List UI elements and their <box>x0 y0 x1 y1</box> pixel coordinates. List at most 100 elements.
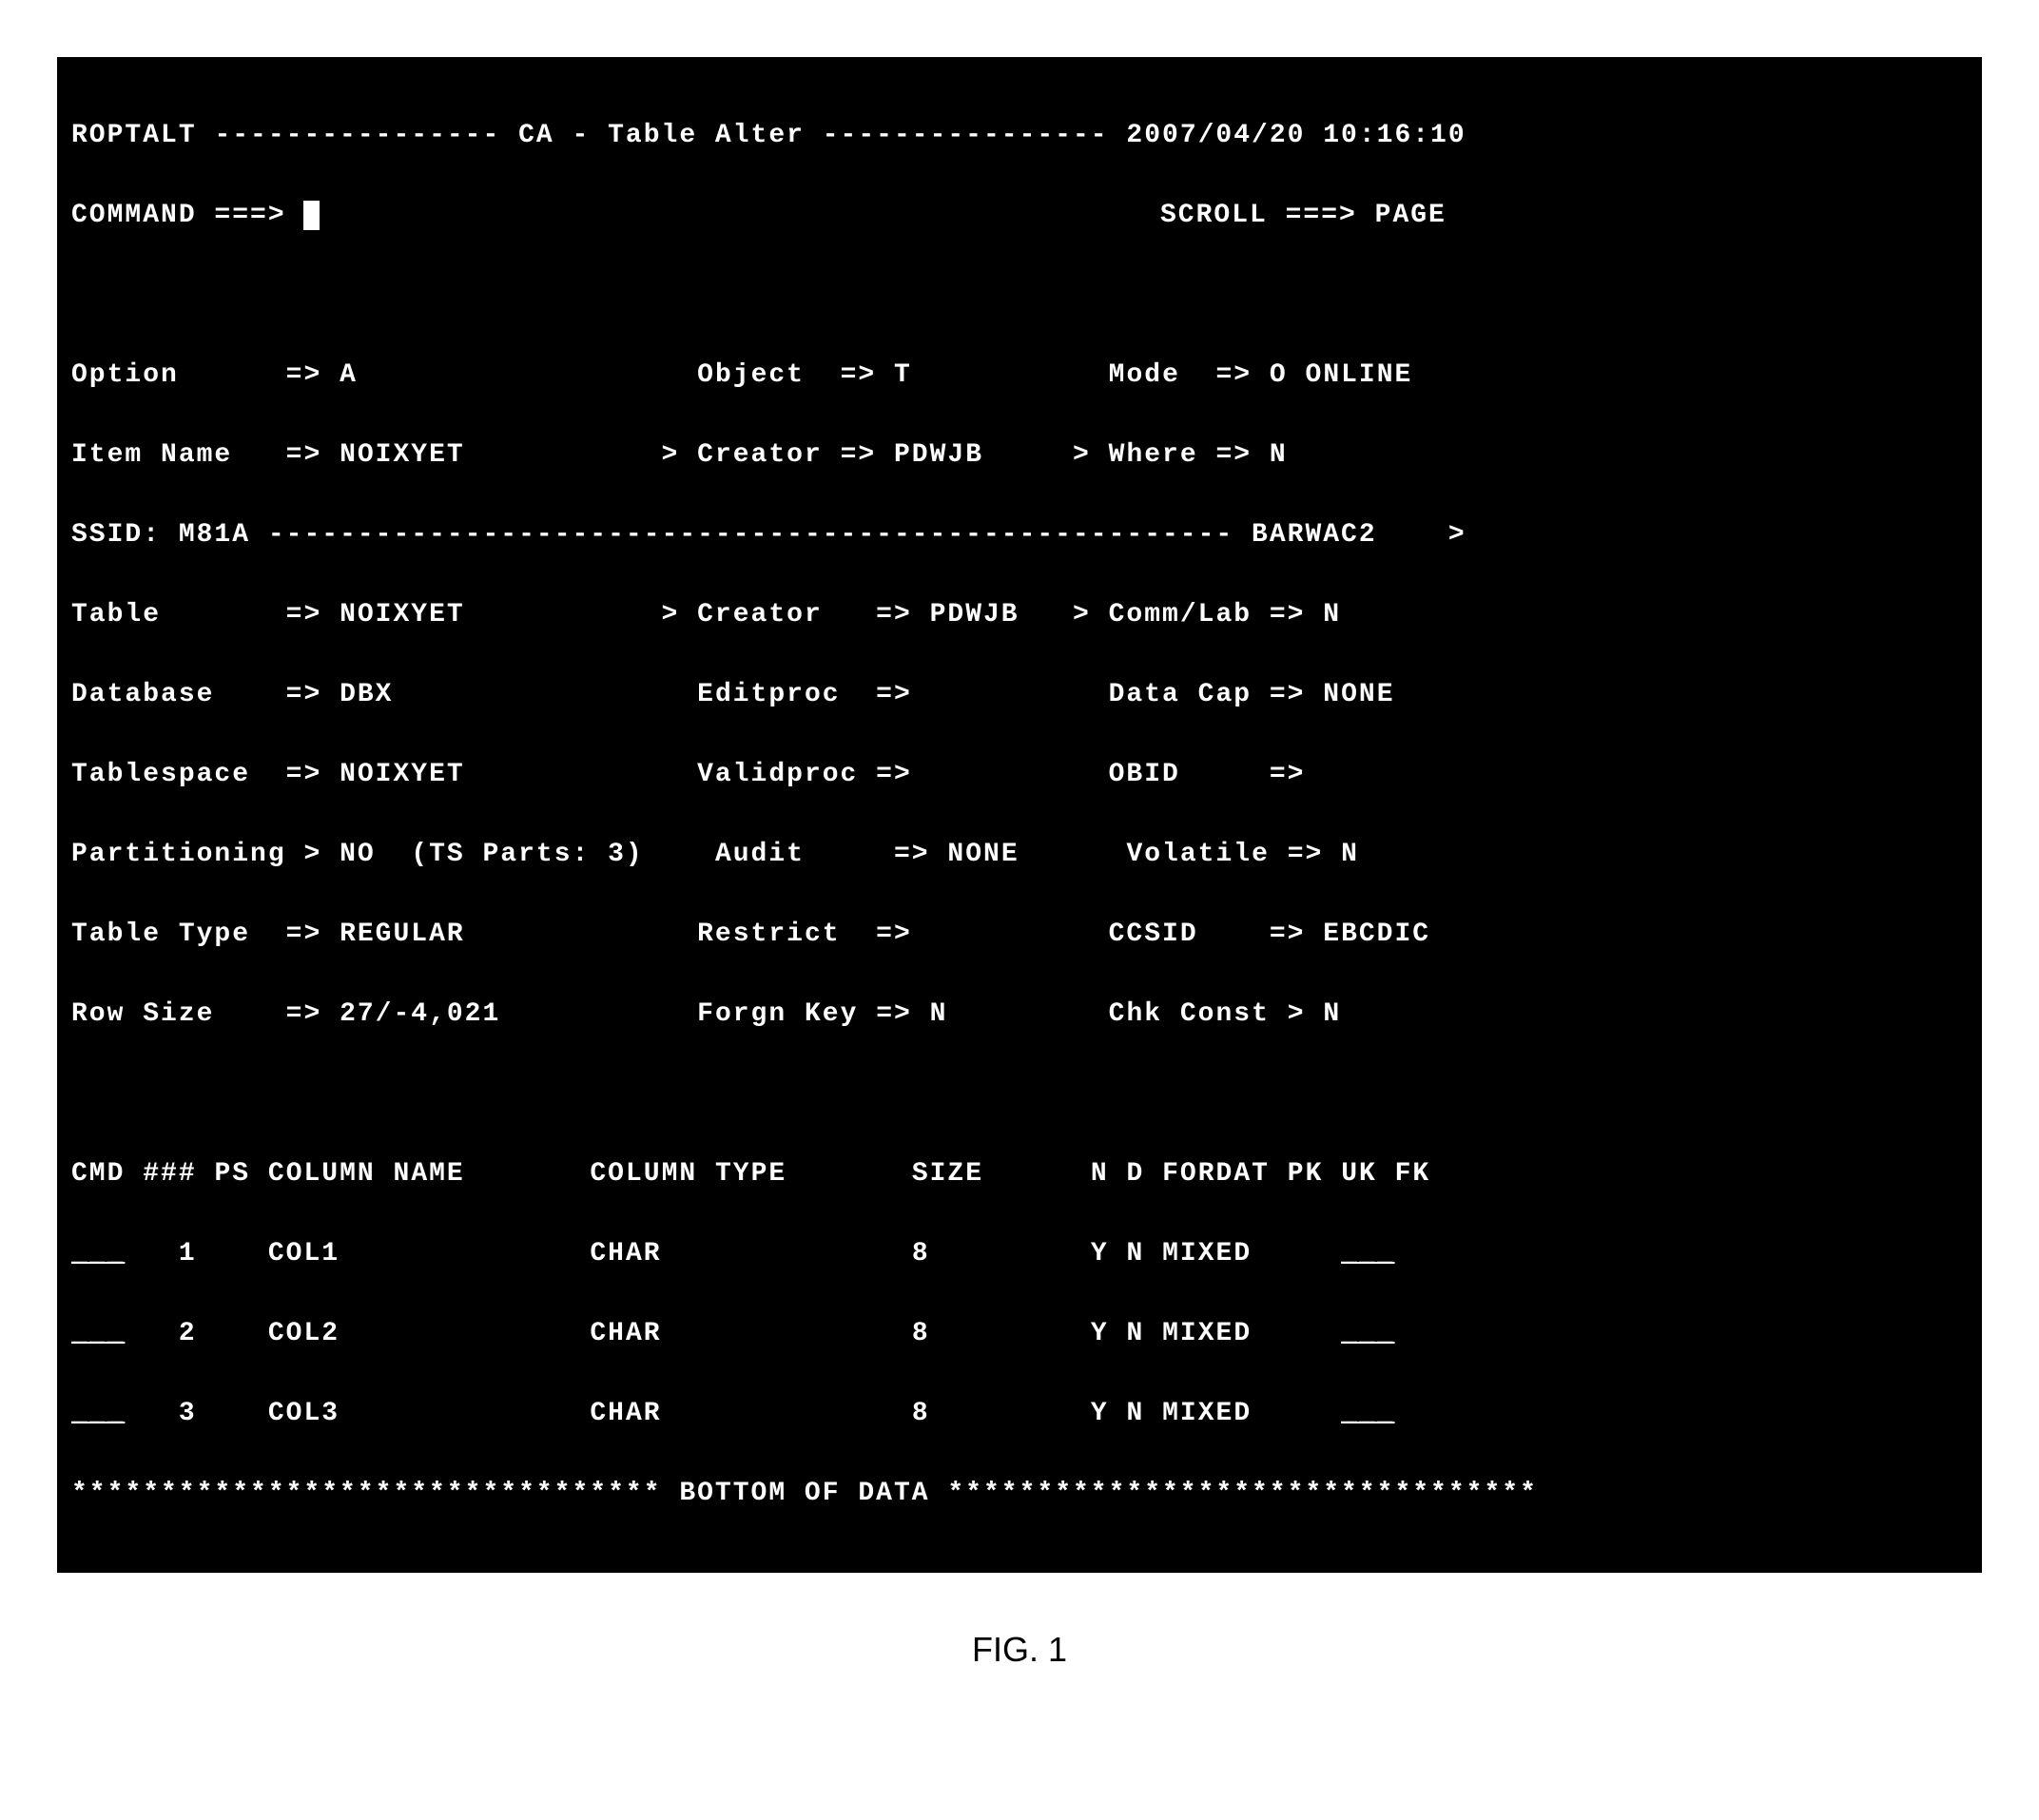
ccsid-label: CCSID <box>1109 920 1198 949</box>
row-uk-input[interactable]: ___ <box>1341 1319 1394 1348</box>
row-type[interactable]: CHAR <box>590 1239 661 1268</box>
rowsize-arrow: => <box>286 999 322 1029</box>
command-cursor[interactable] <box>303 201 320 230</box>
table-row: ___ 1 COL1 CHAR 8 Y N MIXED ___ <box>71 1234 1968 1274</box>
volatile-value[interactable]: N <box>1341 840 1359 869</box>
ccsid-arrow: => <box>1270 920 1306 949</box>
partitioning-arrow: > <box>303 840 321 869</box>
table-label: Table <box>71 600 161 629</box>
row-type[interactable]: CHAR <box>590 1399 661 1428</box>
table-value[interactable]: NOIXYET <box>340 600 465 629</box>
tablespace-value[interactable]: NOIXYET <box>340 760 465 789</box>
row-num: 1 <box>179 1239 197 1268</box>
row-size[interactable]: 8 <box>912 1319 930 1348</box>
timestamp: 2007/04/20 10:16:10 <box>1126 121 1466 150</box>
datacap-label: Data Cap <box>1109 680 1252 709</box>
row-uk-input[interactable]: ___ <box>1341 1399 1394 1428</box>
audit-value[interactable]: NONE <box>947 840 1019 869</box>
datacap-arrow: => <box>1270 680 1306 709</box>
database-arrow: => <box>286 680 322 709</box>
database-value[interactable]: DBX <box>340 680 393 709</box>
rowsize-label: Row Size <box>71 999 214 1029</box>
item-name-value[interactable]: NOIXYET <box>340 440 465 470</box>
row-type[interactable]: CHAR <box>590 1319 661 1348</box>
tabletype-arrow: => <box>286 920 322 949</box>
tabletype-value[interactable]: REGULAR <box>340 920 465 949</box>
chkconst-label: Chk Const <box>1109 999 1270 1029</box>
tablespace-arrow: => <box>286 760 322 789</box>
scroll-label: SCROLL ===> <box>1160 201 1357 230</box>
ssid-dashes: ----------------------------------------… <box>268 520 1233 550</box>
item-name-label: Item Name <box>71 440 232 470</box>
scroll-value[interactable]: PAGE <box>1375 201 1447 230</box>
validproc-label: Validproc <box>697 760 858 789</box>
th-coltype: COLUMN TYPE <box>590 1159 786 1189</box>
command-label: COMMAND ===> <box>71 201 286 230</box>
chkconst-value[interactable]: N <box>1323 999 1341 1029</box>
creator-arrow: => <box>841 440 877 470</box>
row-n[interactable]: Y <box>1091 1239 1109 1268</box>
item-name-arrow: => <box>286 440 322 470</box>
row-size[interactable]: 8 <box>912 1239 930 1268</box>
where-arrow: => <box>1215 440 1252 470</box>
header-line: ROPTALT ---------------- CA - Table Alte… <box>71 116 1968 156</box>
row5: Tablespace => NOIXYET Validproc => OBID … <box>71 755 1968 795</box>
volatile-label: Volatile <box>1126 840 1269 869</box>
audit-arrow: => <box>894 840 930 869</box>
blank-line-1 <box>71 276 1968 316</box>
tabletype-label: Table Type <box>71 920 250 949</box>
row-n[interactable]: Y <box>1091 1319 1109 1348</box>
table-row: ___ 3 COL3 CHAR 8 Y N MIXED ___ <box>71 1394 1968 1434</box>
obid-label: OBID <box>1109 760 1180 789</box>
row-cmd-input[interactable]: ___ <box>71 1239 125 1268</box>
datacap-value[interactable]: NONE <box>1323 680 1394 709</box>
row-name[interactable]: COL1 <box>268 1239 340 1268</box>
mode-value[interactable]: O ONLINE <box>1270 360 1412 390</box>
th-uk: UK <box>1341 1159 1377 1189</box>
row-size[interactable]: 8 <box>912 1399 930 1428</box>
chkconst-arrow: > <box>1288 999 1306 1029</box>
forgnkey-label: Forgn Key <box>697 999 858 1029</box>
partitioning-value[interactable]: NO (TS Parts: 3) <box>340 840 644 869</box>
creator-value[interactable]: PDWJB <box>894 440 983 470</box>
row3: Table => NOIXYET > Creator => PDWJB > Co… <box>71 595 1968 635</box>
volatile-arrow: => <box>1288 840 1324 869</box>
obid-arrow: => <box>1270 760 1306 789</box>
row-d[interactable]: N <box>1126 1319 1144 1348</box>
object-arrow: => <box>841 360 877 390</box>
restrict-label: Restrict <box>697 920 840 949</box>
row2: Item Name => NOIXYET > Creator => PDWJB … <box>71 436 1968 475</box>
table-header-line: CMD ### PS COLUMN NAME COLUMN TYPE SIZE … <box>71 1154 1968 1194</box>
object-value[interactable]: T <box>894 360 912 390</box>
row-num: 3 <box>179 1399 197 1428</box>
th-colname: COLUMN NAME <box>268 1159 465 1189</box>
th-pk: PK <box>1288 1159 1324 1189</box>
creator2-value[interactable]: PDWJB <box>930 600 1020 629</box>
forgnkey-value[interactable]: N <box>930 999 948 1029</box>
row-uk-input[interactable]: ___ <box>1341 1239 1394 1268</box>
where-label: Where <box>1109 440 1198 470</box>
editproc-label: Editproc <box>697 680 840 709</box>
row-cmd-input[interactable]: ___ <box>71 1319 125 1348</box>
bottom-marker-line: ********************************* BOTTOM… <box>71 1474 1968 1514</box>
row-d[interactable]: N <box>1126 1399 1144 1428</box>
creator-label: Creator <box>697 440 823 470</box>
screen-title: CA - Table Alter <box>518 121 805 150</box>
row-cmd-input[interactable]: ___ <box>71 1399 125 1428</box>
ccsid-value[interactable]: EBCDIC <box>1323 920 1430 949</box>
terminal-screen: ROPTALT ---------------- CA - Table Alte… <box>57 57 1982 1573</box>
row-d[interactable]: N <box>1126 1239 1144 1268</box>
user-id: BARWAC2 <box>1252 520 1377 550</box>
row-fordat[interactable]: MIXED <box>1162 1319 1252 1348</box>
row-fordat[interactable]: MIXED <box>1162 1399 1252 1428</box>
row-fordat[interactable]: MIXED <box>1162 1239 1252 1268</box>
th-size: SIZE <box>912 1159 983 1189</box>
commlab-value[interactable]: N <box>1323 600 1341 629</box>
row-name[interactable]: COL3 <box>268 1399 340 1428</box>
table-arrow: => <box>286 600 322 629</box>
row-name[interactable]: COL2 <box>268 1319 340 1348</box>
command-line: COMMAND ===> SCROLL ===> PAGE <box>71 196 1968 236</box>
option-value[interactable]: A <box>340 360 358 390</box>
row-n[interactable]: Y <box>1091 1399 1109 1428</box>
where-value[interactable]: N <box>1270 440 1288 470</box>
